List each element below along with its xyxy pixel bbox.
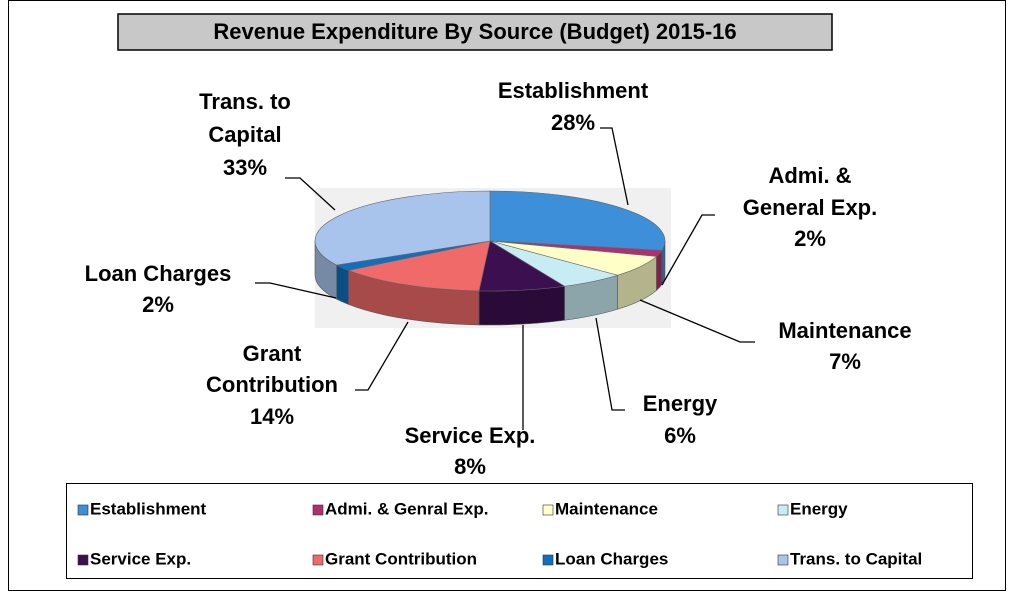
slice-value-label: 33% (223, 155, 267, 180)
legend-swatch (77, 504, 89, 516)
legend-label: Trans. to Capital (790, 549, 922, 568)
title-box (117, 13, 833, 51)
slice-label: Loan Charges (85, 261, 232, 286)
slice-value-label: 2% (794, 226, 826, 251)
slice-label: General Exp. (743, 195, 878, 220)
pie-slice (347, 240, 491, 292)
legend-label: Loan Charges (555, 549, 668, 568)
pie-side (336, 264, 349, 305)
slice-label: Trans. to (199, 89, 291, 114)
chart-title: Revenue Expenditure By Source (Budget) 2… (213, 19, 736, 44)
slice-label: Energy (643, 391, 718, 416)
leader-line (355, 321, 409, 391)
slice-label: Establishment (498, 78, 649, 103)
slice-label: Grant (243, 341, 302, 366)
legend-label: Grant Contribution (325, 549, 477, 568)
legend-swatch (77, 554, 89, 566)
slice-label: Contribution (206, 372, 338, 397)
legend-swatch (542, 504, 554, 516)
slice-value-label: 6% (664, 423, 696, 448)
legend-swatch (312, 504, 324, 516)
legend-label: Service Exp. (90, 549, 191, 568)
leader-line (639, 299, 755, 343)
pie-slice (314, 190, 491, 266)
pie-side (656, 249, 663, 292)
leader-line (285, 177, 336, 211)
slice-label: Maintenance (778, 318, 911, 343)
leader-line (661, 214, 715, 286)
legend-swatch (777, 504, 789, 516)
legend-box (66, 483, 973, 579)
leader-line (600, 127, 629, 206)
leader-lines (255, 127, 755, 430)
slice-value-label: 7% (829, 349, 861, 374)
leader-line (595, 317, 625, 411)
slice-label: Service Exp. (405, 423, 536, 448)
slice-value-label: 14% (250, 404, 294, 429)
slice-label: Capital (208, 122, 281, 147)
pie-side (478, 285, 565, 326)
slice-value-label: 2% (142, 292, 174, 317)
pie (314, 190, 666, 326)
leader-line (255, 282, 337, 299)
pie-slice (489, 190, 666, 251)
legend-label: Establishment (90, 499, 207, 518)
legend-label: Admi. & Genral Exp. (325, 499, 488, 518)
legend-swatch (312, 554, 324, 566)
slice-label: Admi. & (768, 163, 851, 188)
slice-value-label: 28% (551, 110, 595, 135)
legend-label: Maintenance (555, 499, 658, 518)
legend-swatch (777, 554, 789, 566)
legend-label: Energy (790, 499, 848, 518)
slice-value-label: 8% (454, 454, 486, 479)
legend-swatch (542, 554, 554, 566)
